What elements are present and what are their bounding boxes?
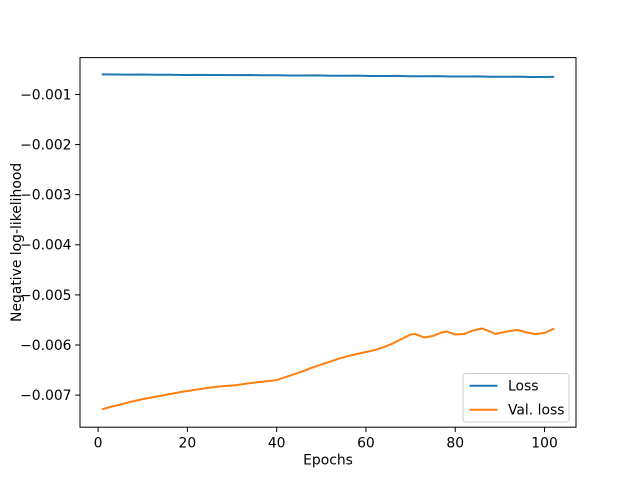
- y-tick-label: −0.005: [20, 288, 71, 304]
- y-tick-label: −0.007: [20, 388, 71, 404]
- y-axis-label: Negative log-likelihood: [9, 163, 25, 322]
- x-tick-label: 80: [446, 436, 464, 452]
- x-tick-label: 20: [179, 436, 197, 452]
- plot-area: [79, 57, 577, 428]
- y-tick-label: −0.004: [20, 238, 72, 254]
- series-line-val-loss: [101, 327, 555, 411]
- legend-label-loss: Loss: [508, 378, 538, 394]
- x-tick-label: 100: [531, 436, 558, 452]
- x-tick-label: 0: [94, 436, 103, 452]
- y-tick-label: −0.003: [20, 188, 71, 204]
- y-axis-ticks: −0.001 −0.002 −0.003 −0.004 −0.005 −0.006 −0.0…: [20, 87, 80, 404]
- series-lines: [101, 73, 555, 411]
- y-tick-label: −0.001: [20, 87, 71, 103]
- y-tick-label: −0.002: [20, 137, 71, 153]
- x-tick-label: 40: [268, 436, 286, 452]
- y-tick-label: −0.006: [20, 338, 71, 354]
- series-line-loss: [101, 73, 555, 79]
- x-axis-ticks: 0 20 40 60 80 100: [94, 427, 558, 452]
- legend-label-val-loss: Val. loss: [508, 402, 564, 418]
- legend: Loss Val. loss: [462, 373, 570, 423]
- x-axis-label: Epochs: [303, 453, 353, 469]
- x-tick-label: 60: [357, 436, 375, 452]
